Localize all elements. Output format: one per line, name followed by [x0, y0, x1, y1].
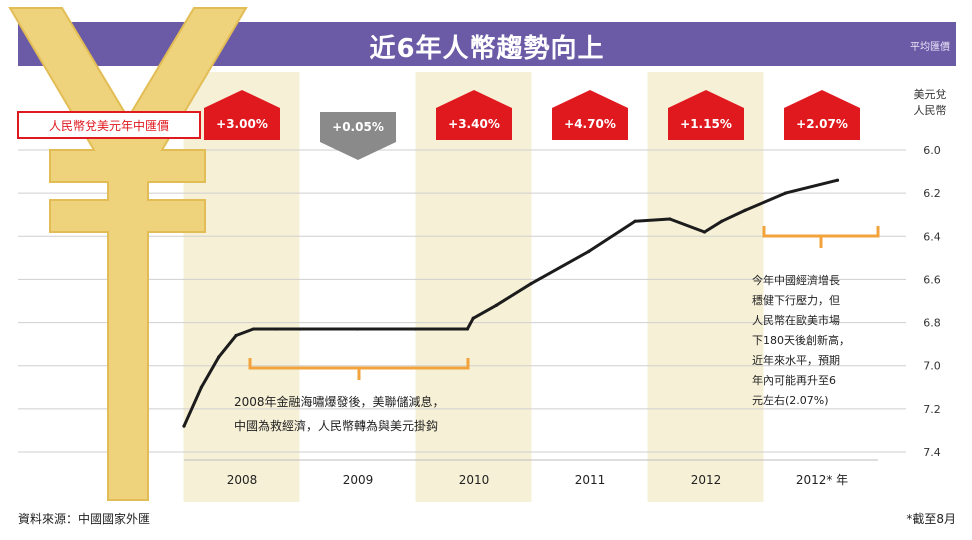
- change-label: +4.70%: [564, 117, 616, 131]
- data-point: [298, 327, 302, 331]
- data-point: [234, 333, 238, 338]
- data-point: [413, 327, 417, 331]
- legend-label: 人民幣兌美元年中匯價: [49, 118, 169, 133]
- note-right-1: 今年中國經濟增長: [752, 273, 840, 287]
- data-point: [783, 191, 788, 195]
- data-point: [743, 208, 747, 212]
- grid-lines: [18, 149, 906, 453]
- change-marker: +3.00%: [204, 90, 280, 140]
- year-band: [415, 72, 532, 502]
- y-axis: 美元兌 人民幣 6.0 6.2 6.4 6.6 6.8 7.0 7.2 7.4: [914, 88, 947, 459]
- up-arrow-icon: [784, 90, 860, 140]
- y-tick-label: 6.2: [923, 187, 941, 200]
- x-tick-label: 2012* 年: [796, 473, 848, 487]
- change-marker: +3.40%: [436, 90, 512, 140]
- brackets: [248, 226, 880, 380]
- up-arrow-icon: [552, 90, 628, 140]
- x-axis: 2008 2009 2010 2011 2012 2012* 年: [184, 459, 878, 487]
- series-line-layer: [182, 178, 840, 428]
- data-point: [494, 303, 498, 307]
- legend-box: 人民幣兌美元年中匯價: [17, 111, 201, 139]
- change-markers: +3.00% +0.05% +3.40% +4.70% +1.15% +2.07%: [204, 90, 860, 160]
- data-point: [251, 327, 255, 331]
- data-point: [633, 219, 637, 223]
- data-point: [668, 217, 672, 221]
- y-tick-label: 6.8: [923, 317, 941, 330]
- data-point: [274, 327, 279, 331]
- change-label: +3.00%: [216, 117, 268, 131]
- data-point: [587, 249, 591, 253]
- data-point: [355, 327, 360, 331]
- annotations: 2008年金融海嘯爆發後，美聯儲減息， 中國為救經濟，人民幣轉為與美元掛鈎 今年…: [234, 273, 850, 433]
- change-label: +0.05%: [332, 120, 384, 134]
- change-label: +2.07%: [796, 117, 848, 131]
- change-marker: +4.70%: [552, 90, 628, 140]
- data-point: [835, 178, 840, 182]
- note-right-7: 元左右(2.07%): [752, 393, 829, 407]
- data-point: [217, 355, 221, 359]
- y-tick-label: 7.0: [923, 360, 941, 373]
- data-point: [199, 385, 203, 389]
- footnote: *截至8月: [906, 512, 956, 526]
- unit-note: 平均匯價: [910, 42, 950, 53]
- year-bands: [183, 72, 764, 502]
- x-tick-label: 2009: [343, 473, 374, 487]
- note-right-6: 年內可能再升至6: [752, 373, 836, 387]
- change-label: +1.15%: [680, 117, 732, 131]
- y-tick-label: 7.2: [923, 403, 941, 416]
- y-tick-label: 7.4: [923, 446, 941, 459]
- change-marker: +1.15%: [668, 90, 744, 140]
- data-point: [182, 424, 186, 428]
- year-band: [647, 72, 764, 502]
- change-label: +3.40%: [448, 117, 500, 131]
- axis-unit-line2: 人民幣: [914, 104, 947, 117]
- note-right-4: 下180天後創新高，: [752, 333, 850, 347]
- up-arrow-icon: [668, 90, 744, 140]
- bracket: [248, 358, 470, 380]
- note-left-1: 2008年金融海嘯爆發後，美聯儲減息，: [234, 394, 445, 409]
- change-marker: +2.07%: [784, 90, 860, 140]
- data-point: [471, 316, 475, 320]
- note-right-3: 人民幣在歐美市場: [752, 313, 840, 327]
- x-tick-label: 2011: [575, 473, 606, 487]
- data-point: [465, 327, 469, 331]
- axis-unit-line1: 美元兌: [914, 88, 947, 101]
- yuan-symbol: [8, 7, 248, 501]
- y-tick-label: 6.0: [923, 144, 941, 157]
- up-arrow-icon: [436, 90, 512, 140]
- up-arrow-icon: [204, 90, 280, 140]
- x-tick-label: 2010: [459, 473, 490, 487]
- source-note: 資料來源：中國國家外匯: [18, 512, 151, 526]
- y-tick-label: 6.4: [923, 230, 941, 243]
- note-right-2: 穩健下行壓力，但: [752, 293, 840, 307]
- bracket: [762, 226, 880, 248]
- down-arrow-icon: [320, 112, 396, 160]
- x-tick-label: 2012: [691, 473, 722, 487]
- chart-title: 近6年人幣趨勢向上: [369, 34, 605, 64]
- year-band: [183, 72, 300, 502]
- data-point: [702, 230, 707, 234]
- change-marker: +0.05%: [320, 112, 396, 160]
- note-right-5: 近年來水平，預期: [752, 353, 840, 367]
- data-point: [529, 282, 533, 286]
- x-tick-label: 2008: [227, 473, 258, 487]
- note-left-2: 中國為救經濟，人民幣轉為與美元掛鈎: [234, 418, 438, 433]
- data-point: [720, 219, 724, 223]
- y-tick-label: 6.6: [923, 273, 941, 286]
